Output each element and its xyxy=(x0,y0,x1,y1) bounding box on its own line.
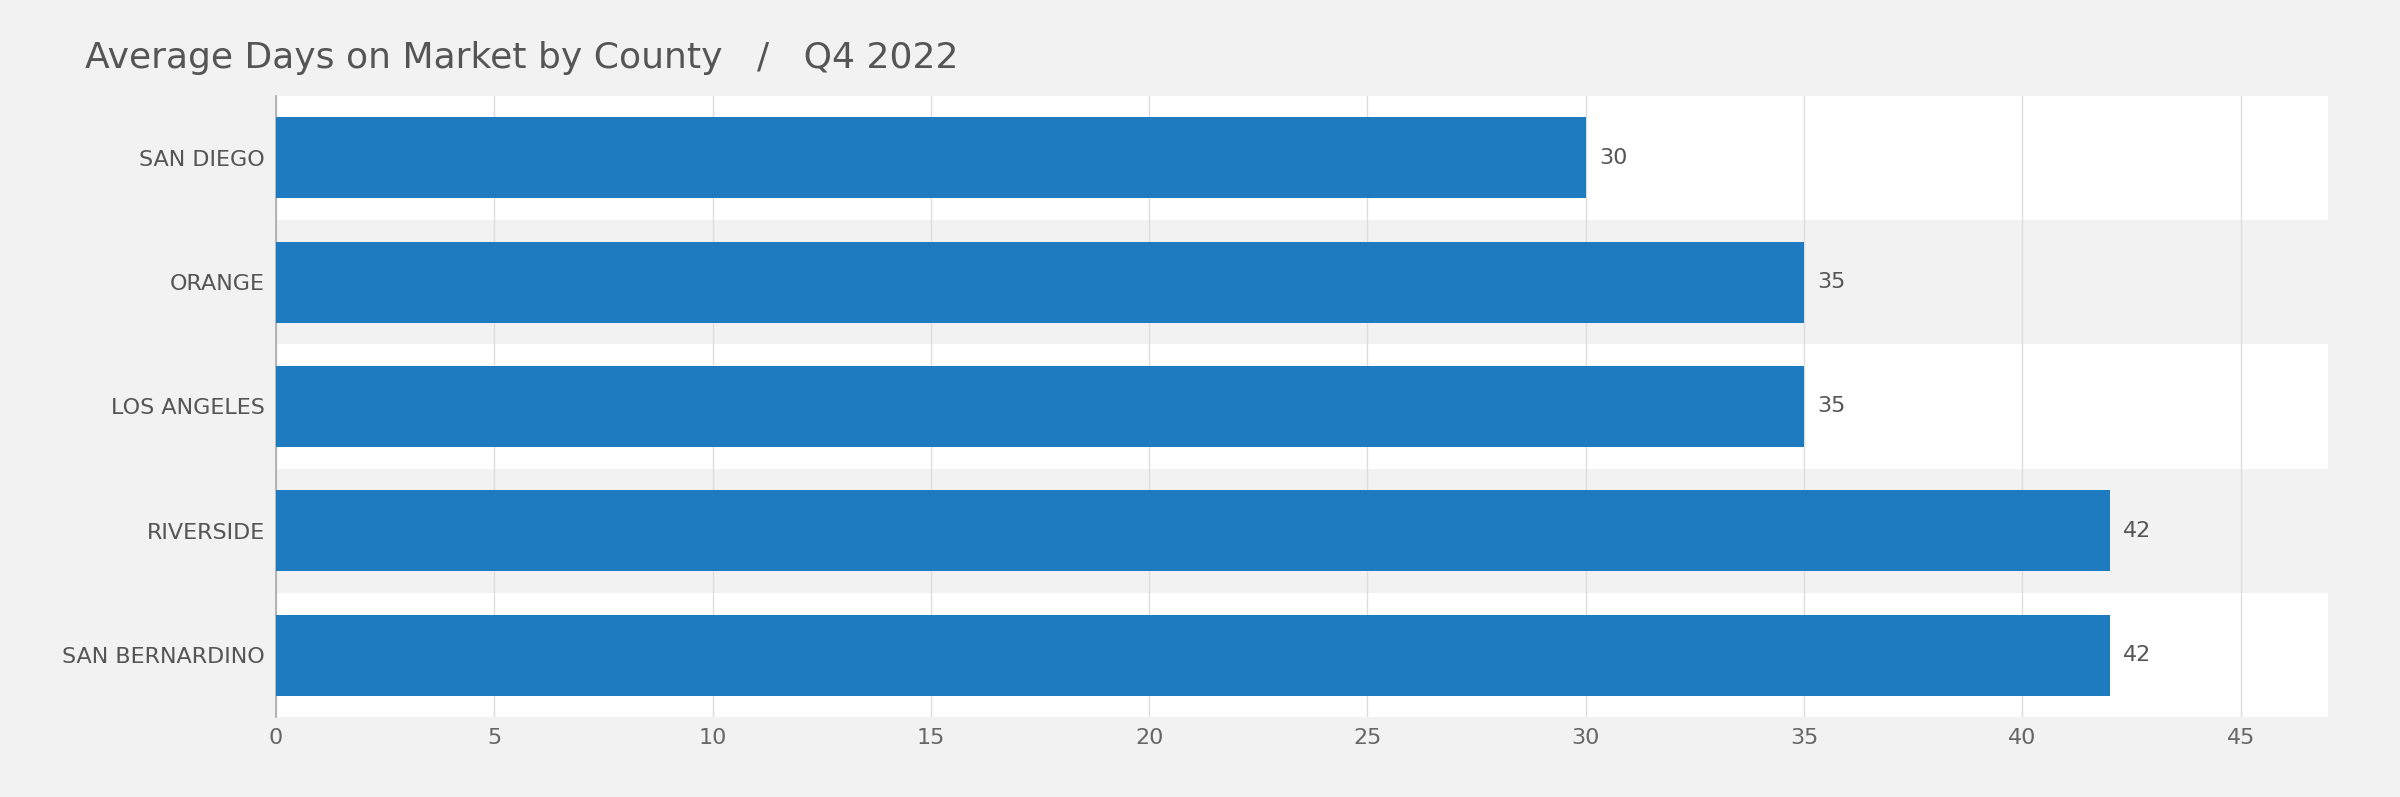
Bar xyxy=(276,593,2328,717)
Bar xyxy=(276,344,2328,469)
Bar xyxy=(276,366,1805,447)
Text: 35: 35 xyxy=(1817,396,1846,417)
Bar xyxy=(276,490,2110,571)
Text: 42: 42 xyxy=(2122,520,2150,541)
Bar xyxy=(276,96,2328,220)
Bar xyxy=(276,220,2328,344)
Text: 35: 35 xyxy=(1817,272,1846,292)
Text: 30: 30 xyxy=(1598,147,1627,168)
Text: Average Days on Market by County   /   Q4 2022: Average Days on Market by County / Q4 20… xyxy=(84,41,958,75)
Bar xyxy=(276,117,1586,198)
Text: 42: 42 xyxy=(2122,645,2150,665)
Bar xyxy=(276,241,1805,323)
Bar xyxy=(276,469,2328,593)
Bar xyxy=(276,614,2110,696)
